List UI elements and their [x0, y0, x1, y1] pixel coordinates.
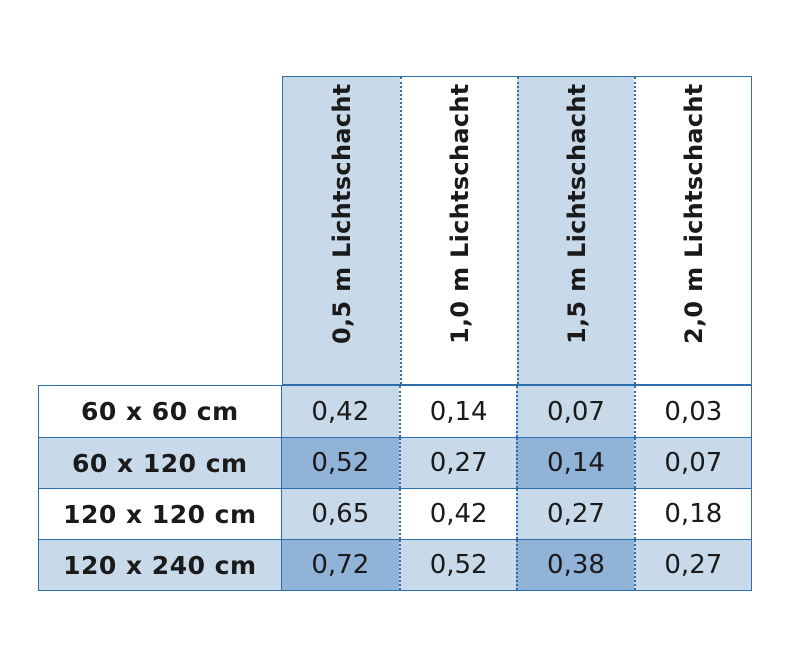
table-row: 120 x 120 cm 0,65 0,42 0,27 0,18 — [39, 488, 751, 539]
table-cell: 0,03 — [633, 386, 751, 437]
column-header-0-5m: 0,5 m Lichtschacht — [283, 77, 400, 384]
table-cell: 0,72 — [281, 540, 399, 590]
table-cell: 0,14 — [398, 386, 516, 437]
table-cell: 0,42 — [398, 489, 516, 539]
table-cell: 0,65 — [281, 489, 399, 539]
table-cell: 0,52 — [281, 438, 399, 488]
table-row: 60 x 120 cm 0,52 0,27 0,14 0,07 — [39, 437, 751, 488]
table-row: 120 x 240 cm 0,72 0,52 0,38 0,27 — [39, 539, 751, 590]
table-cell: 0,38 — [516, 540, 634, 590]
row-label: 120 x 120 cm — [39, 489, 282, 539]
table-cell: 0,27 — [633, 540, 751, 590]
column-header-label: 1,5 m Lichtschacht — [562, 83, 591, 344]
table-cell: 0,14 — [516, 438, 634, 488]
table-cell: 0,07 — [516, 386, 634, 437]
row-label: 120 x 240 cm — [39, 540, 282, 590]
column-header-2-0m: 2,0 m Lichtschacht — [634, 77, 751, 384]
table-body: 60 x 60 cm 0,42 0,14 0,07 0,03 60 x 120 … — [38, 385, 752, 591]
column-header-label: 2,0 m Lichtschacht — [679, 83, 708, 344]
table-cell: 0,18 — [633, 489, 751, 539]
column-header-1-5m: 1,5 m Lichtschacht — [517, 77, 634, 384]
column-header-label: 1,0 m Lichtschacht — [445, 83, 474, 344]
column-header-1-0m: 1,0 m Lichtschacht — [400, 77, 517, 384]
row-label: 60 x 60 cm — [39, 386, 282, 437]
table-cell: 0,52 — [398, 540, 516, 590]
column-header-row: 0,5 m Lichtschacht 1,0 m Lichtschacht 1,… — [282, 76, 752, 385]
table-cell: 0,42 — [281, 386, 399, 437]
row-label: 60 x 120 cm — [39, 438, 282, 488]
table-cell: 0,07 — [633, 438, 751, 488]
table-cell: 0,27 — [398, 438, 516, 488]
column-header-label: 0,5 m Lichtschacht — [327, 83, 356, 344]
table-cell: 0,27 — [516, 489, 634, 539]
table-row: 60 x 60 cm 0,42 0,14 0,07 0,03 — [39, 386, 751, 437]
